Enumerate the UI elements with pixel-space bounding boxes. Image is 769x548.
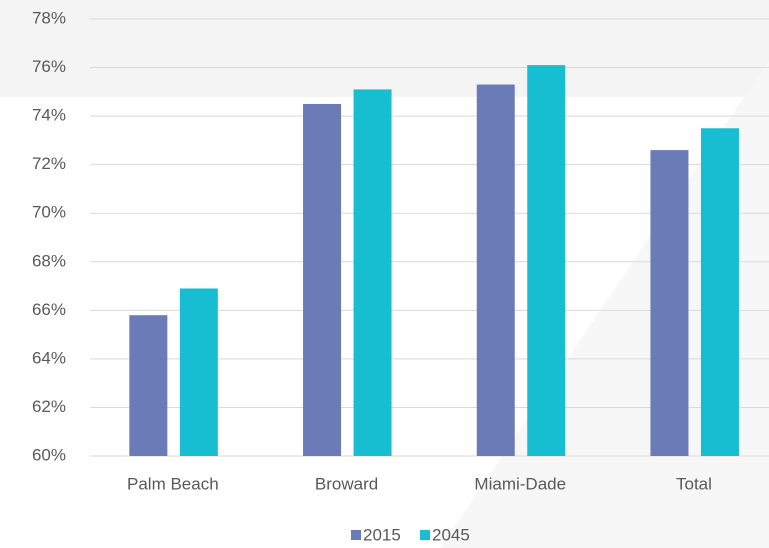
y-tick-label: 66%: [32, 300, 66, 319]
y-tick-label: 62%: [32, 397, 66, 416]
bar: [353, 89, 392, 457]
y-tick-label: 76%: [32, 57, 66, 76]
bar: [700, 128, 739, 456]
x-tick-label: Miami-Dade: [474, 474, 566, 493]
bar: [179, 288, 218, 456]
x-tick-label: Palm Beach: [127, 474, 219, 493]
x-tick-label: Total: [676, 474, 712, 493]
bar: [650, 150, 689, 456]
legend-swatch: [420, 530, 430, 540]
legend-label: 2045: [432, 525, 470, 544]
legend-label: 2015: [363, 525, 401, 544]
y-tick-label: 68%: [32, 251, 66, 270]
y-tick-label: 74%: [32, 106, 66, 125]
y-tick-label: 64%: [32, 348, 66, 367]
x-tick-label: Broward: [315, 474, 378, 493]
bar: [476, 84, 515, 457]
y-tick-label: 72%: [32, 154, 66, 173]
bar: [303, 103, 342, 456]
y-tick-label: 60%: [32, 445, 66, 464]
legend-swatch: [351, 530, 361, 540]
background-band: [0, 0, 769, 97]
y-tick-label: 78%: [32, 8, 66, 27]
y-tick-label: 70%: [32, 203, 66, 222]
bar: [129, 315, 168, 456]
bar: [527, 65, 566, 456]
